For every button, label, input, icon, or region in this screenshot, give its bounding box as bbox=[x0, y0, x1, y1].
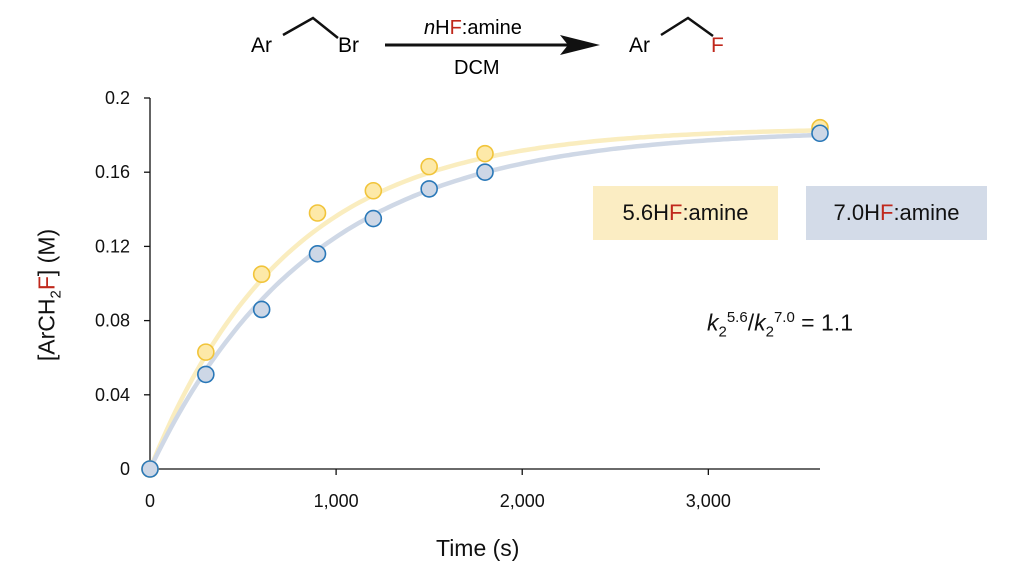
data-point-series-1 bbox=[420, 157, 438, 176]
axes: 0 0.04 0.08 0.12 0.16 0.2 0 1,000 2,000 3,000 bbox=[95, 88, 820, 511]
y-tick-label: 0.2 bbox=[105, 88, 130, 108]
data-point-series-1 bbox=[476, 144, 494, 163]
y-axis-title-prefix: [ArCH bbox=[33, 298, 60, 362]
x-tick-label: 2,000 bbox=[500, 491, 545, 511]
y-tick-label: 0.04 bbox=[95, 385, 130, 405]
ratio-sub-1: 2 bbox=[718, 323, 727, 341]
ratio-sub-2: 2 bbox=[765, 323, 774, 341]
y-tick-label: 0.08 bbox=[95, 311, 130, 331]
legend-7-0-suffix: :amine bbox=[893, 200, 960, 225]
y-tick-label: 0.12 bbox=[95, 236, 130, 256]
reagent-suffix: :amine bbox=[462, 17, 522, 39]
legend-5-6-hf-amine: 5.6HF:amine bbox=[593, 186, 778, 240]
ratio-k-1: k bbox=[707, 309, 719, 336]
solvent-label: DCM bbox=[454, 57, 500, 79]
data-point-series-2 bbox=[811, 124, 829, 143]
product-ar-label: Ar bbox=[629, 34, 650, 57]
fit-curves bbox=[147, 128, 823, 472]
y-axis-title: [ArCH2F] (M) bbox=[34, 229, 65, 361]
data-point-series-2 bbox=[141, 460, 159, 478]
y-axis-title-sub: 2 bbox=[47, 290, 65, 299]
reaction-scheme: Ar Br nHF:amine DCM Ar F bbox=[251, 16, 724, 79]
data-point-series-2 bbox=[420, 180, 438, 198]
legend-7-0-f: F bbox=[879, 200, 894, 225]
reagent-h: H bbox=[435, 17, 449, 39]
legend-5-6-num: 5.6 bbox=[622, 200, 654, 225]
fit-curve-series-1 bbox=[147, 128, 823, 472]
data-point-series-1 bbox=[308, 204, 327, 222]
y-tick-label: 0 bbox=[120, 459, 130, 479]
fit-curve-series-2 bbox=[147, 132, 823, 472]
data-point-series-1 bbox=[364, 181, 383, 200]
data-point-series-1 bbox=[197, 343, 215, 361]
x-tick-label: 3,000 bbox=[686, 491, 731, 511]
data-point-series-2 bbox=[197, 365, 215, 384]
reactant-ar-label: Ar bbox=[251, 34, 272, 57]
reactant-bond bbox=[282, 16, 339, 39]
y-tick-label: 0.16 bbox=[95, 162, 130, 182]
rate-ratio-annotation: k25.6/k27.0 = 1.1 bbox=[707, 309, 853, 340]
legend-7-0-h: H bbox=[864, 200, 880, 225]
y-axis-title-suffix: ] (M) bbox=[33, 228, 60, 277]
y-axis-title-f: F bbox=[33, 276, 60, 291]
data-point-series-2 bbox=[364, 209, 383, 228]
legend-5-6-suffix: :amine bbox=[682, 200, 749, 225]
ratio-equals: = 1.1 bbox=[794, 309, 853, 336]
product-fluorine: F bbox=[711, 34, 724, 57]
legend-7-0-num: 7.0 bbox=[833, 200, 865, 225]
ratio-k-2: k bbox=[754, 309, 766, 336]
legend-7-0-hf-amine: 7.0HF:amine bbox=[806, 186, 987, 240]
x-tick-label: 0 bbox=[145, 491, 155, 511]
reagent-prefix: n bbox=[424, 17, 435, 39]
data-point-series-2 bbox=[476, 163, 494, 181]
x-tick-label: 1,000 bbox=[314, 491, 359, 511]
reagent-label: nHF:amine bbox=[424, 17, 522, 39]
data-point-series-2 bbox=[308, 245, 327, 263]
reaction-arrow-head bbox=[560, 35, 600, 55]
reagent-f: F bbox=[450, 17, 462, 39]
legend-5-6-h: H bbox=[653, 200, 669, 225]
data-point-series-1 bbox=[252, 265, 271, 284]
ratio-slash: / bbox=[747, 309, 755, 336]
data-point-series-2 bbox=[252, 300, 271, 319]
data-points bbox=[141, 118, 829, 478]
reactant-leaving-group: Br bbox=[338, 34, 359, 57]
legend-5-6-f: F bbox=[668, 200, 683, 225]
ratio-sup-2: 7.0 bbox=[773, 309, 795, 326]
x-axis-title: Time (s) bbox=[436, 535, 520, 561]
ratio-sup-1: 5.6 bbox=[726, 309, 748, 326]
product-bond bbox=[660, 16, 714, 38]
